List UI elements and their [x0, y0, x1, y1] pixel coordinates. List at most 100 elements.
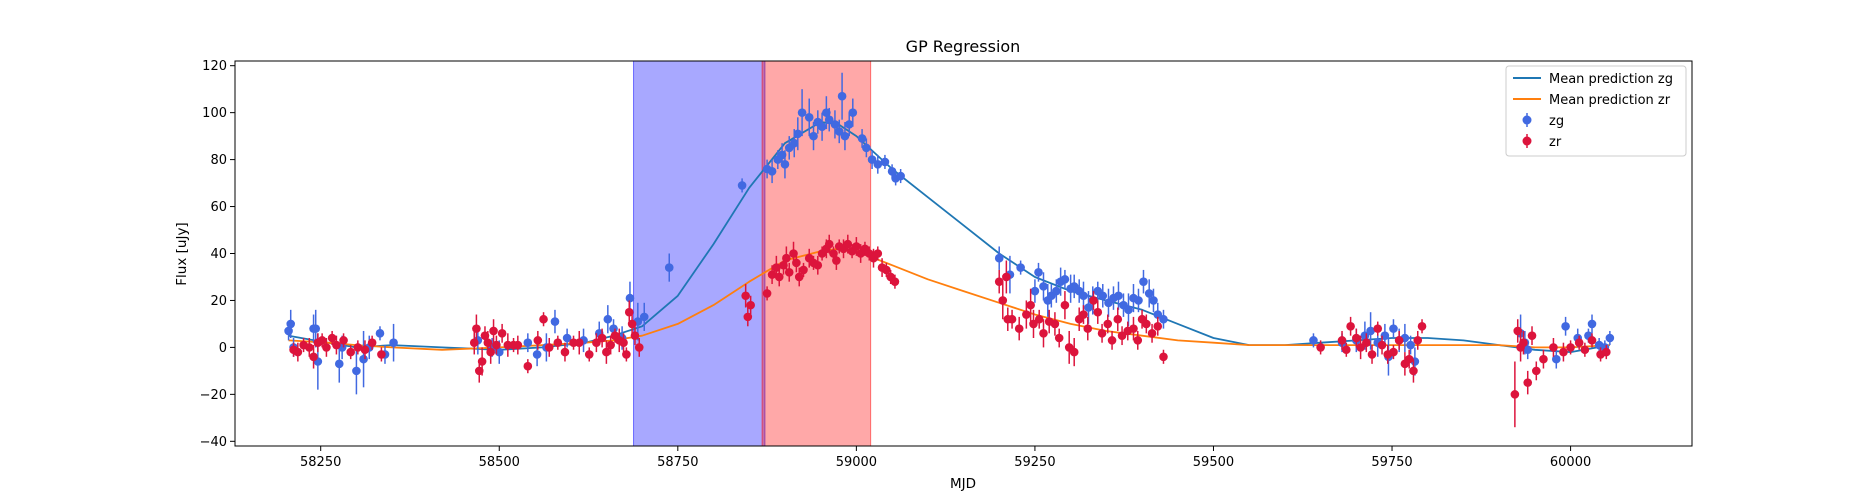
zg-point-112	[1587, 319, 1597, 329]
zr-point-138	[1417, 321, 1427, 331]
zr-point-108	[1097, 329, 1107, 338]
zg-point-40	[797, 108, 807, 117]
zr-point-154	[1601, 347, 1611, 357]
zr-point-6	[317, 336, 327, 345]
zg-point-13	[389, 338, 398, 348]
y-tick-label-0: 0	[219, 341, 227, 356]
zg-point-58	[887, 167, 897, 176]
zr-point-127	[1362, 338, 1371, 348]
zg-point-39	[793, 129, 803, 139]
x-tick-label-59500: 59500	[1193, 455, 1234, 470]
zr-point-25	[497, 329, 507, 338]
zr-point-95	[1034, 314, 1044, 324]
zr-point-15	[377, 350, 386, 359]
x-tick-label-58250: 58250	[300, 455, 341, 470]
legend-label-zr-mean: Mean prediction zr	[1549, 93, 1671, 108]
zr-point-1	[293, 347, 303, 357]
zr-point-133	[1394, 336, 1404, 345]
zg-point-63	[1016, 263, 1025, 272]
zr-point-104	[1079, 310, 1088, 319]
y-tick-label-40: 40	[210, 247, 227, 262]
zr-point-17	[472, 324, 481, 333]
zr-point-54	[767, 270, 777, 279]
zr-point-29	[523, 361, 533, 371]
zg-point-60	[896, 171, 905, 181]
zg-point-109	[1561, 321, 1570, 331]
zg-point-49	[837, 91, 847, 101]
zr-point-111	[1113, 314, 1123, 324]
zg-point-42	[809, 131, 818, 141]
zg-point-17	[523, 338, 533, 348]
zg-point-65	[1034, 267, 1043, 277]
zr-point-124	[1346, 321, 1355, 331]
zr-point-105	[1083, 324, 1093, 333]
y-axis-label: Flux [uJy]	[174, 222, 190, 285]
x-tick-label-59750: 59750	[1371, 455, 1412, 470]
zr-point-106	[1089, 296, 1098, 305]
zr-point-149	[1566, 343, 1575, 352]
zr-point-85	[890, 277, 900, 286]
zr-point-28	[513, 340, 523, 350]
zr-point-93	[1026, 300, 1035, 310]
zr-point-100	[1060, 300, 1070, 310]
legend-label-zr: zr	[1549, 135, 1562, 150]
zr-point-148	[1559, 347, 1568, 357]
zr-point-11	[346, 347, 356, 357]
zg-point-84	[1124, 305, 1133, 315]
zr-point-71	[832, 256, 841, 265]
zr-point-142	[1519, 338, 1528, 348]
zr-point-10	[339, 336, 348, 345]
zg-point-20	[550, 317, 560, 326]
zr-point-23	[489, 326, 498, 336]
zr-point-13	[360, 345, 370, 355]
zg-point-30	[664, 263, 674, 272]
zr-point-7	[322, 343, 331, 352]
zr-point-49	[634, 343, 644, 352]
zr-point-37	[584, 350, 594, 359]
x-tick-label-58500: 58500	[479, 455, 520, 470]
zr-point-144	[1527, 331, 1537, 340]
zr-point-129	[1373, 324, 1383, 333]
zg-point-71	[1060, 275, 1070, 284]
zr-point-63	[799, 265, 808, 275]
zr-point-99	[1054, 333, 1064, 343]
zr-point-52	[746, 300, 755, 310]
zg-point-75	[1079, 291, 1088, 301]
zg-point-4	[311, 324, 321, 333]
zr-point-58	[782, 253, 791, 263]
zr-point-83	[882, 265, 891, 275]
zg-point-6	[334, 359, 344, 369]
zr-point-44	[619, 338, 628, 348]
legend: Mean prediction zg Mean prediction zr zg…	[1505, 65, 1687, 157]
zr-point-76	[852, 242, 861, 251]
zg-point-46	[824, 115, 834, 124]
zg-point-55	[867, 155, 877, 164]
zr-point-126	[1356, 343, 1365, 352]
zr-point-33	[553, 338, 563, 348]
x-axis-label: MJD	[950, 476, 976, 492]
zr-point-98	[1050, 319, 1060, 329]
y-tick-label-60: 60	[210, 200, 227, 215]
zr-point-135	[1404, 354, 1414, 364]
zr-point-62	[794, 272, 804, 282]
zg-point-48	[834, 127, 844, 136]
zr-point-19	[477, 357, 487, 366]
zr-point-56	[774, 272, 784, 282]
zr-point-32	[544, 343, 554, 352]
x-tick-label-59250: 59250	[1014, 455, 1055, 470]
zg-point-52	[848, 108, 858, 117]
x-tick-label-58750: 58750	[657, 455, 698, 470]
zr-point-145	[1532, 366, 1541, 376]
legend-label-zg-mean: Mean prediction zg	[1549, 72, 1673, 87]
zr-point-88	[1002, 272, 1011, 282]
zr-point-86	[994, 277, 1004, 286]
zr-point-96	[1039, 329, 1048, 338]
zr-point-38	[592, 338, 601, 348]
zg-point-57	[880, 157, 890, 167]
y-tick-label--20: −20	[200, 388, 227, 403]
zr-point-152	[1587, 336, 1597, 345]
x-tick-label-59000: 59000	[836, 455, 877, 470]
zg-point-36	[780, 159, 790, 169]
zr-point-59	[784, 267, 794, 277]
zg-point-29	[639, 312, 649, 322]
